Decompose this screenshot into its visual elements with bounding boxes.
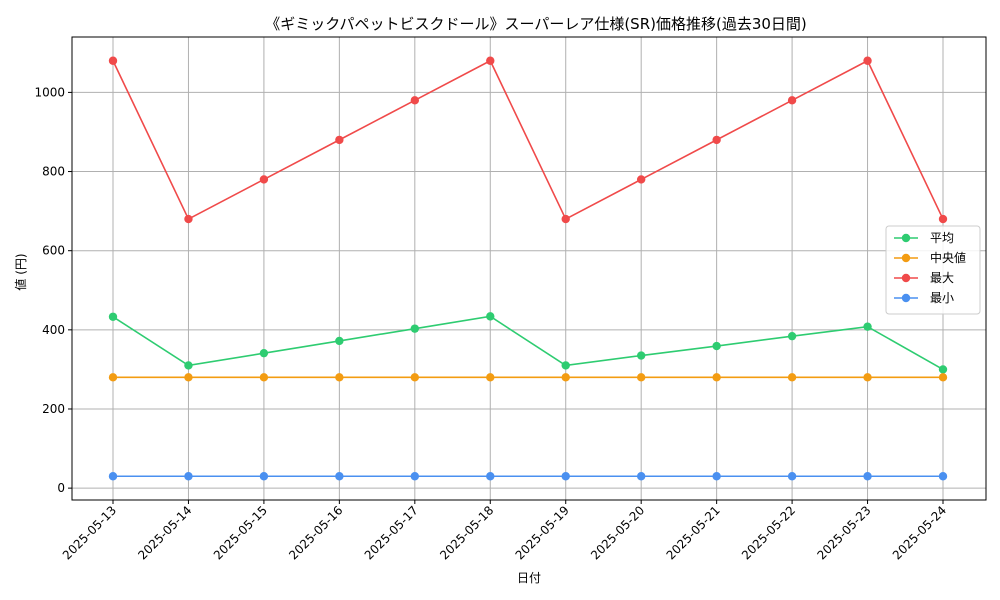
data-point [410, 324, 420, 333]
data-point [184, 472, 193, 481]
y-tick-label: 1000 [34, 85, 65, 99]
data-point [712, 373, 721, 382]
data-point [863, 373, 872, 382]
data-point [636, 351, 646, 360]
chart-title: 《ギミックパペットビスクドール》スーパーレア仕様(SR)価格推移(過去30日間) [265, 15, 807, 33]
data-point [787, 373, 797, 382]
legend-marker [901, 233, 911, 243]
data-point [561, 214, 570, 224]
data-point [636, 373, 646, 382]
data-point [410, 96, 420, 105]
legend-marker [901, 273, 911, 283]
legend-item: 中央値 [894, 250, 966, 265]
data-point [561, 361, 570, 370]
data-point [486, 56, 495, 65]
x-tick-label: 2025-05-23 [814, 503, 873, 562]
data-point [863, 472, 872, 481]
series-line [112, 59, 944, 221]
data-point [259, 373, 269, 382]
legend-item: 最大 [894, 271, 954, 285]
x-axis: 2025-05-13 2025-05-14 2025-05-15 2025-05-16… [60, 500, 949, 562]
legend-label: 中央値 [930, 250, 966, 265]
series-line [112, 315, 944, 371]
data-point [561, 373, 570, 382]
data-point [787, 472, 797, 481]
data-point [712, 135, 721, 145]
data-point [259, 175, 269, 184]
y-tick-label: 0 [57, 481, 65, 495]
legend-label: 平均 [930, 231, 954, 245]
data-point [863, 322, 872, 331]
data-point [787, 96, 797, 105]
x-tick-label: 2025-05-14 [135, 503, 194, 562]
x-tick-label: 2025-05-19 [513, 503, 572, 562]
plot-frame [71, 36, 987, 501]
y-axis: 0 200 400 600 800 1000 [34, 85, 72, 495]
x-tick-label: 2025-05-16 [286, 503, 345, 562]
x-tick-label: 2025-05-24 [890, 503, 949, 562]
legend-label: 最大 [930, 271, 954, 285]
x-tick-label: 2025-05-20 [588, 503, 647, 562]
y-tick-label: 600 [42, 244, 65, 258]
data-point [486, 373, 495, 382]
data-point [712, 472, 721, 481]
legend-item: 最小 [894, 291, 954, 305]
x-tick-label: 2025-05-17 [362, 503, 421, 562]
data-point [938, 365, 948, 374]
data-point [184, 214, 193, 224]
data-point [636, 472, 646, 481]
data-point [108, 373, 118, 382]
legend-marker [901, 293, 911, 303]
data-point [561, 472, 570, 481]
data-point [863, 56, 872, 65]
x-tick-label: 2025-05-13 [60, 503, 119, 562]
data-point [787, 331, 797, 341]
series-1 [108, 312, 948, 374]
series-2 [108, 373, 948, 382]
data-point [938, 214, 948, 224]
data-point [108, 56, 118, 65]
y-tick-label: 800 [42, 165, 65, 179]
data-point [938, 373, 948, 382]
data-point [486, 472, 495, 481]
series-group [108, 56, 948, 481]
y-tick-label: 200 [42, 402, 65, 416]
data-point [108, 472, 118, 481]
data-point [712, 341, 721, 351]
data-point [259, 472, 269, 481]
legend-item: 平均 [894, 231, 954, 245]
y-tick-label: 400 [42, 323, 65, 337]
x-tick-label: 2025-05-15 [211, 503, 270, 562]
data-point [410, 472, 420, 481]
data-point [335, 373, 344, 382]
data-point [108, 312, 118, 321]
x-tick-label: 2025-05-18 [437, 503, 496, 562]
data-point [636, 175, 646, 184]
y-axis-label: 値 (円) [13, 253, 28, 290]
legend-marker [901, 253, 911, 263]
x-tick-label: 2025-05-21 [664, 503, 723, 562]
data-point [184, 361, 193, 370]
data-point [335, 135, 344, 145]
data-point [486, 312, 495, 321]
data-point [184, 373, 193, 382]
data-point [938, 472, 948, 481]
data-point [410, 373, 420, 382]
series-3 [108, 56, 948, 224]
x-tick-label: 2025-05-22 [739, 503, 798, 562]
legend-box [885, 225, 981, 315]
grid [72, 37, 986, 500]
data-point [335, 472, 344, 481]
data-point [259, 348, 269, 358]
x-axis-label: 日付 [517, 571, 541, 585]
series-4 [108, 472, 948, 481]
data-point [335, 336, 344, 346]
legend-label: 最小 [930, 291, 954, 305]
